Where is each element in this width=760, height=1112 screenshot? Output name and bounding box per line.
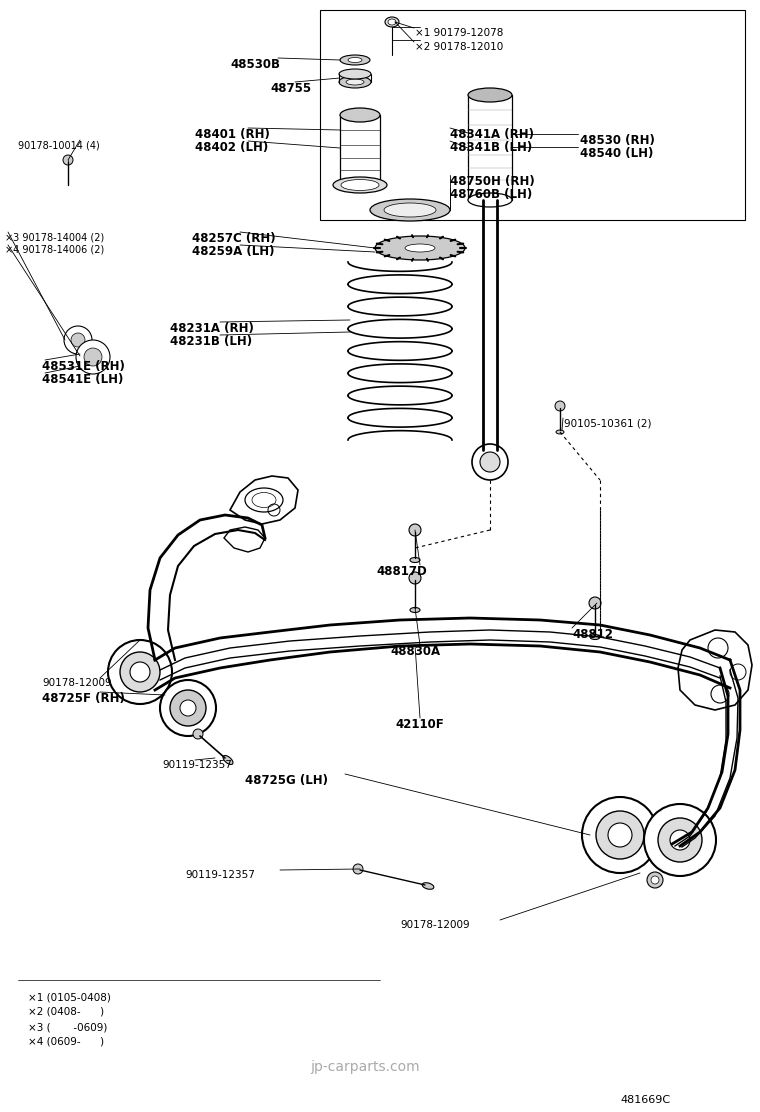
Text: 48341B (LH): 48341B (LH) (450, 141, 532, 153)
Ellipse shape (339, 76, 371, 88)
Text: 48341A (RH): 48341A (RH) (450, 128, 534, 141)
Circle shape (472, 444, 508, 480)
Text: ×2 90178-12010: ×2 90178-12010 (415, 42, 503, 52)
Circle shape (71, 332, 85, 347)
Bar (468, 95, 512, 200)
Ellipse shape (340, 54, 370, 64)
Text: 48541E (LH): 48541E (LH) (42, 373, 123, 386)
Circle shape (589, 597, 601, 609)
Ellipse shape (405, 244, 435, 252)
Bar (320, 10, 745, 220)
Circle shape (555, 401, 565, 411)
Text: 48817D: 48817D (376, 565, 427, 578)
Text: 90105-10361 (2): 90105-10361 (2) (564, 418, 651, 428)
Text: 90178-10014 (4): 90178-10014 (4) (18, 140, 100, 150)
Ellipse shape (223, 755, 233, 764)
Circle shape (193, 729, 203, 739)
Text: 48257C (RH): 48257C (RH) (192, 232, 276, 245)
Circle shape (353, 864, 363, 874)
Text: 48531E (RH): 48531E (RH) (42, 360, 125, 373)
Ellipse shape (370, 199, 450, 221)
Circle shape (64, 326, 92, 354)
Circle shape (596, 811, 644, 858)
Ellipse shape (333, 177, 387, 193)
Text: jp-carparts.com: jp-carparts.com (310, 1060, 420, 1074)
Ellipse shape (375, 236, 465, 260)
Circle shape (651, 876, 659, 884)
Text: 48750H (RH): 48750H (RH) (450, 175, 535, 188)
Circle shape (84, 348, 102, 366)
Ellipse shape (468, 88, 512, 102)
Text: 48540 (LH): 48540 (LH) (580, 147, 654, 160)
Circle shape (76, 340, 110, 374)
Bar (340, 115, 380, 185)
Text: 90119-12357: 90119-12357 (162, 759, 232, 770)
Ellipse shape (556, 430, 564, 434)
Text: 90119-12357: 90119-12357 (185, 870, 255, 880)
Circle shape (180, 699, 196, 716)
Circle shape (120, 652, 160, 692)
Circle shape (644, 804, 716, 876)
Ellipse shape (348, 58, 362, 62)
Ellipse shape (590, 635, 600, 639)
Text: 481669C: 481669C (620, 1095, 670, 1105)
Text: 90178-12009: 90178-12009 (400, 920, 470, 930)
Text: ×2 (0408-      ): ×2 (0408- ) (28, 1007, 104, 1017)
Text: 48755: 48755 (270, 82, 311, 95)
Ellipse shape (385, 17, 399, 27)
Ellipse shape (388, 19, 396, 24)
Ellipse shape (422, 883, 434, 890)
Text: 48830A: 48830A (390, 645, 440, 658)
Ellipse shape (340, 178, 380, 192)
Text: 48402 (LH): 48402 (LH) (195, 141, 268, 153)
Text: 42110F: 42110F (395, 718, 444, 731)
Text: ×3 90178-14004 (2): ×3 90178-14004 (2) (5, 232, 104, 242)
Ellipse shape (340, 108, 380, 122)
Text: ×1 (0105-0408): ×1 (0105-0408) (28, 992, 111, 1002)
Circle shape (409, 524, 421, 536)
Ellipse shape (384, 203, 436, 217)
Circle shape (608, 823, 632, 847)
Circle shape (582, 797, 658, 873)
Circle shape (480, 451, 500, 471)
Text: 90178-12009: 90178-12009 (42, 678, 112, 688)
Circle shape (409, 572, 421, 584)
Circle shape (63, 155, 73, 165)
Circle shape (108, 641, 172, 704)
Circle shape (647, 872, 663, 888)
Text: ×4 90178-14006 (2): ×4 90178-14006 (2) (5, 245, 104, 255)
Text: 48259A (LH): 48259A (LH) (192, 245, 274, 258)
Text: 48725G (LH): 48725G (LH) (245, 774, 328, 787)
Ellipse shape (341, 179, 379, 190)
Circle shape (170, 691, 206, 726)
Circle shape (670, 830, 690, 850)
Ellipse shape (468, 193, 512, 207)
Text: 48812: 48812 (572, 628, 613, 641)
Circle shape (160, 681, 216, 736)
Text: 48401 (RH): 48401 (RH) (195, 128, 270, 141)
Circle shape (658, 818, 702, 862)
Text: ×3 (       -0609): ×3 ( -0609) (28, 1022, 107, 1032)
Text: ×1 90179-12078: ×1 90179-12078 (415, 28, 503, 38)
Text: 48530B: 48530B (230, 58, 280, 71)
Text: 48231B (LH): 48231B (LH) (170, 335, 252, 348)
Text: 48725F (RH): 48725F (RH) (42, 692, 125, 705)
Text: 48231A (RH): 48231A (RH) (170, 322, 254, 335)
Text: 48530 (RH): 48530 (RH) (580, 135, 655, 147)
Ellipse shape (410, 607, 420, 613)
Ellipse shape (410, 557, 420, 563)
Ellipse shape (346, 79, 364, 85)
Text: ×4 (0609-      ): ×4 (0609- ) (28, 1037, 104, 1048)
Circle shape (130, 662, 150, 682)
Text: 48760B (LH): 48760B (LH) (450, 188, 532, 201)
Ellipse shape (339, 69, 371, 79)
